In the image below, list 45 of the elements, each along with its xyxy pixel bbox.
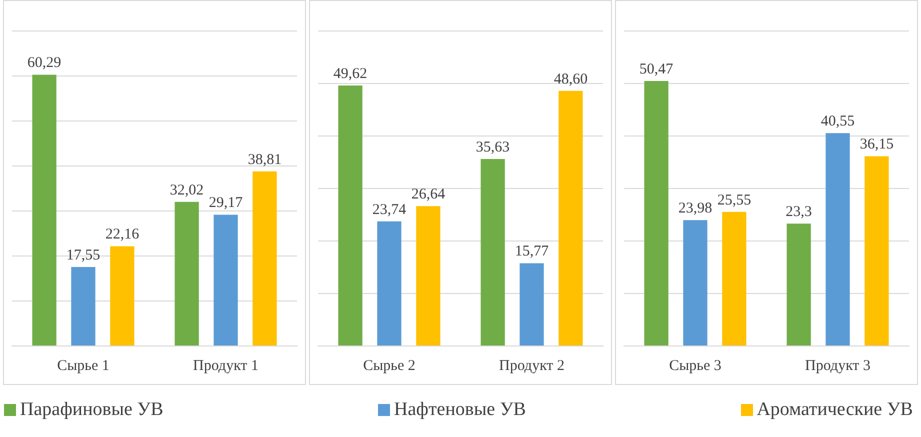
x-tick-label: Продукт 2 xyxy=(499,358,564,374)
bar xyxy=(826,133,850,346)
bar xyxy=(252,171,277,346)
bar xyxy=(558,90,583,346)
data-label: 60,29 xyxy=(27,55,62,72)
bar xyxy=(214,214,238,346)
bar xyxy=(786,224,811,346)
data-label: 17,55 xyxy=(66,247,100,264)
bar xyxy=(480,158,505,346)
data-label: 23,3 xyxy=(786,204,812,220)
data-label: 22,16 xyxy=(105,226,140,243)
x-tick-label: Сырье 1 xyxy=(57,358,110,374)
bar xyxy=(71,267,96,346)
data-label: 38,81 xyxy=(248,152,282,168)
bar xyxy=(174,202,199,346)
data-label: 32,02 xyxy=(170,182,204,198)
bar xyxy=(377,221,402,346)
data-label: 23,74 xyxy=(372,202,407,218)
data-label: 35,63 xyxy=(476,139,510,156)
data-label: 15,77 xyxy=(514,244,550,260)
data-label: 25,55 xyxy=(717,192,752,208)
data-label: 23,98 xyxy=(678,200,712,217)
data-label: 40,55 xyxy=(820,114,855,130)
bar xyxy=(338,85,362,346)
data-label: 50,47 xyxy=(639,61,674,78)
bar xyxy=(722,212,746,346)
data-label: 36,15 xyxy=(860,136,894,153)
x-tick-label: Продукт 1 xyxy=(193,358,258,374)
legend-label: Парафиновые УВ xyxy=(20,399,164,421)
x-tick-label: Сырье 3 xyxy=(669,358,722,374)
bar xyxy=(416,206,440,346)
legend-label: Ароматические УВ xyxy=(756,399,913,421)
bar xyxy=(864,156,889,346)
bar xyxy=(520,263,544,346)
bar xyxy=(110,246,134,346)
data-label: 26,64 xyxy=(411,186,446,203)
legend-label: Нафтеновые УВ xyxy=(394,399,526,421)
bar xyxy=(644,81,668,346)
data-label: 49,62 xyxy=(333,66,368,82)
bar xyxy=(32,74,56,346)
data-label: 29,17 xyxy=(208,195,244,212)
x-tick-label: Продукт 3 xyxy=(805,358,870,374)
data-label: 48,60 xyxy=(554,71,588,88)
x-tick-label: Сырье 2 xyxy=(363,358,416,374)
bar xyxy=(683,220,708,346)
